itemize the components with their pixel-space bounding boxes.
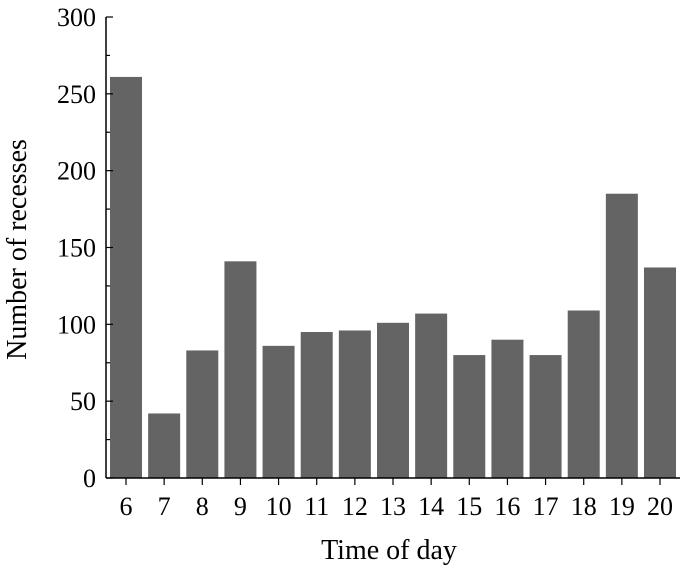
x-tick-label-6: 6	[120, 492, 133, 521]
bar-14	[415, 313, 448, 478]
bar-6	[110, 76, 142, 479]
y-tick-label-50: 50	[70, 387, 96, 416]
x-tick-label-11: 11	[304, 492, 329, 521]
x-tick-label-9: 9	[234, 492, 247, 521]
x-tick-label-18: 18	[571, 492, 597, 521]
bar-8	[186, 350, 219, 478]
bar-11	[300, 332, 333, 478]
x-tick-label-8: 8	[196, 492, 209, 521]
y-tick-label-200: 200	[57, 157, 96, 186]
y-tick-label-0: 0	[83, 464, 96, 493]
bar-17	[529, 355, 562, 478]
bar-15	[453, 355, 486, 478]
x-tick-label-20: 20	[647, 492, 673, 521]
bar-18	[567, 310, 600, 478]
y-tick-label-250: 250	[57, 80, 96, 109]
x-tick-label-15: 15	[456, 492, 482, 521]
y-tick-label-100: 100	[57, 310, 96, 339]
x-tick-label-14: 14	[418, 492, 444, 521]
bar-7	[148, 413, 181, 478]
y-axis: 0 50 100 150 200 250 300	[57, 3, 113, 493]
x-tick-label-12: 12	[342, 492, 368, 521]
bar-13	[377, 322, 409, 478]
bar-16	[491, 339, 524, 478]
bar-10	[262, 345, 295, 478]
bars-group	[110, 76, 676, 479]
y-tick-label-150: 150	[57, 234, 96, 263]
x-tick-label-7: 7	[158, 492, 171, 521]
x-tick-label-19: 19	[609, 492, 635, 521]
bar-9	[224, 261, 257, 478]
x-tick-label-16: 16	[494, 492, 520, 521]
y-tick-label-300: 300	[57, 3, 96, 32]
x-axis: 6 7 8 9 10 11 12 13 14 15 16 17 18 19 20	[106, 477, 680, 521]
bar-20	[644, 267, 676, 478]
x-axis-title: Time of day	[321, 535, 457, 566]
x-tick-label-10: 10	[266, 492, 292, 521]
x-tick-label-13: 13	[380, 492, 406, 521]
bar-19	[605, 193, 638, 478]
y-axis-title: Number of recesses	[2, 139, 33, 360]
bar-12	[338, 330, 371, 478]
x-tick-label-17: 17	[533, 492, 559, 521]
